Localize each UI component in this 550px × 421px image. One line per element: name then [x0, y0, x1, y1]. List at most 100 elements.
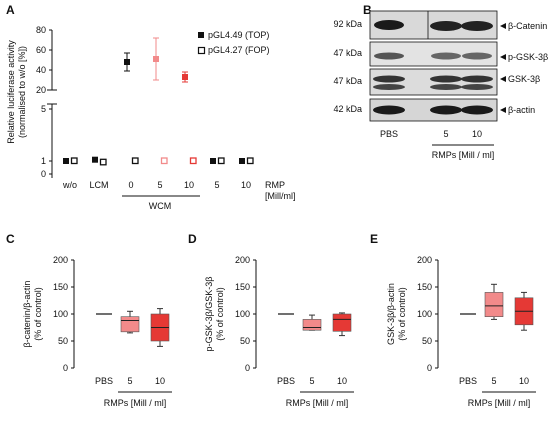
point-fop-3 — [160, 157, 168, 165]
lane-label-0: PBS — [277, 376, 295, 386]
panel-a-y-ticks — [49, 29, 52, 175]
lane-label-2: 10 — [337, 376, 347, 386]
panel-a-letter: A — [6, 3, 15, 17]
point-fop-5 — [217, 157, 225, 165]
panel-a-x-wo: w/o — [62, 180, 77, 190]
lane-label-0: PBS — [95, 376, 113, 386]
arrow-beta-catenin-icon — [500, 23, 506, 29]
panel-a-ytick-60: 60 — [36, 45, 46, 55]
box-2 — [332, 313, 352, 332]
ylabel-line-1: p-GSK-3β/GSK-3β — [204, 277, 214, 352]
panel-a-x-rmp: RMP — [265, 180, 285, 190]
ylabel-line-1: GSK-3β/β-actin — [386, 283, 396, 345]
y-tick-label-200: 200 — [53, 255, 68, 265]
panel-c-letter: C — [6, 232, 15, 246]
panel-a-ytick-40: 40 — [36, 65, 46, 75]
y-tick-label-200: 200 — [235, 255, 250, 265]
panel-a-x-wcm: WCM — [149, 201, 172, 211]
panel-a-x-lcm: LCM — [89, 180, 108, 190]
arrow-p-gsk3b-icon — [500, 54, 506, 60]
point-top-0 — [63, 158, 69, 164]
panel-a-x-wcm10: 10 — [184, 180, 194, 190]
point-fop-4 — [189, 157, 197, 165]
panel-a-ylabel-2: (normalised to w/o [%]) — [17, 46, 27, 138]
panel-d-letter: D — [188, 232, 197, 246]
x-axis-label: RMPs [Mill / ml] — [286, 398, 349, 408]
point-fop-6 — [246, 157, 254, 165]
y-tick-label-0: 0 — [63, 363, 68, 373]
lane-label-2: 10 — [155, 376, 165, 386]
ylabel-line-2: (% of control) — [215, 287, 225, 341]
blot-xlabel: RMPs [Mill / ml] — [432, 150, 495, 160]
panel-a-marks — [63, 37, 254, 166]
y-tick-label-100: 100 — [53, 309, 68, 319]
panel-a-x-rmp5: 5 — [214, 180, 219, 190]
y-tick-label-150: 150 — [417, 282, 432, 292]
panel-a-ylabel-1: Relative luciferase activity — [6, 40, 16, 144]
y-tick-label-0: 0 — [427, 363, 432, 373]
panel-e-letter: E — [370, 232, 378, 246]
point-top-4 — [182, 74, 188, 80]
panel-b-letter: B — [363, 3, 372, 17]
y-tick-label-100: 100 — [417, 309, 432, 319]
panel-d: Dp-GSK-3β/GSK-3β (% of control)2001501005… — [188, 232, 354, 408]
y-tick-label-0: 0 — [245, 363, 250, 373]
band-kda-2: 47 kDa — [333, 48, 362, 58]
band-label-2: p-GSK-3β — [508, 52, 548, 62]
point-top-2 — [124, 59, 130, 65]
box-1 — [302, 319, 322, 331]
arrow-beta-actin-icon — [500, 107, 506, 113]
legend-fop-label: pGL4.27 (FOP) — [208, 45, 270, 55]
y-tick-label-200: 200 — [417, 255, 432, 265]
y-tick-label-150: 150 — [235, 282, 250, 292]
panel-c-ylabel: β-catenin/β-actin (% of control) — [22, 281, 43, 348]
point-top-6 — [239, 158, 245, 164]
ylabel-line-2: (% of control) — [397, 287, 407, 341]
panel-b: B 92 kDa 47 kDa 47 kDa 42 kDa — [333, 3, 548, 160]
legend-fop-marker — [197, 46, 206, 55]
point-fop-1 — [99, 158, 107, 166]
point-top-5 — [210, 158, 216, 164]
band-kda-3: 47 kDa — [333, 76, 362, 86]
panel-c: Cβ-catenin/β-actin (% of control) 200 150 10… — [6, 232, 172, 408]
arrow-gsk3b-icon — [500, 76, 506, 82]
panel-a: A Relative luciferase activity (normalis… — [6, 3, 296, 211]
panel-a-x-rmp-unit: [Mill/ml] — [265, 191, 296, 201]
panel-a-x-wcm0: 0 — [128, 180, 133, 190]
lane-label-1: 5 — [127, 376, 132, 386]
band-label-1: β-Catenin — [508, 21, 547, 31]
y-tick-label-50: 50 — [58, 336, 68, 346]
x-axis-label: RMPs [Mill / ml] — [468, 398, 531, 408]
band-label-3: GSK-3β — [508, 74, 540, 84]
legend-top-label: pGL4.49 (TOP) — [208, 30, 269, 40]
point-top-3 — [153, 56, 159, 62]
blot-beta-actin — [369, 98, 498, 122]
panel-a-axis-break — [47, 89, 57, 105]
panel-d-ylabel: p-GSK-3β/GSK-3β (% of control) — [204, 277, 225, 352]
y-tick-label-100: 100 — [235, 309, 250, 319]
band-kda-1: 92 kDa — [333, 19, 362, 29]
blot-beta-catenin — [369, 10, 498, 40]
panel-a-ytick-20: 20 — [36, 85, 46, 95]
point-fop-2 — [131, 157, 139, 165]
panel-a-ytick-0: 0 — [41, 169, 46, 179]
blot-lane-5: 5 — [443, 129, 448, 139]
legend-top-marker — [198, 32, 204, 38]
y-tick-label-50: 50 — [240, 336, 250, 346]
panel-e-ylabel: GSK-3β/β-actin (% of control) — [386, 283, 407, 345]
box-1 — [484, 292, 504, 317]
panel-a-ytick-5: 5 — [41, 104, 46, 114]
panel-a-ytick-80: 80 — [36, 25, 46, 35]
lane-label-2: 10 — [519, 376, 529, 386]
blot-gsk3b — [369, 68, 498, 96]
band-kda-4: 42 kDa — [333, 104, 362, 114]
blot-lane-pbs: PBS — [380, 129, 398, 139]
lane-label-1: 5 — [309, 376, 314, 386]
box-1 — [120, 316, 140, 333]
y-tick-label-50: 50 — [422, 336, 432, 346]
lane-label-0: PBS — [459, 376, 477, 386]
panel-a-ytick-1: 1 — [41, 156, 46, 166]
y-tick-label-150: 150 — [53, 282, 68, 292]
x-axis-label: RMPs [Mill / ml] — [104, 398, 167, 408]
